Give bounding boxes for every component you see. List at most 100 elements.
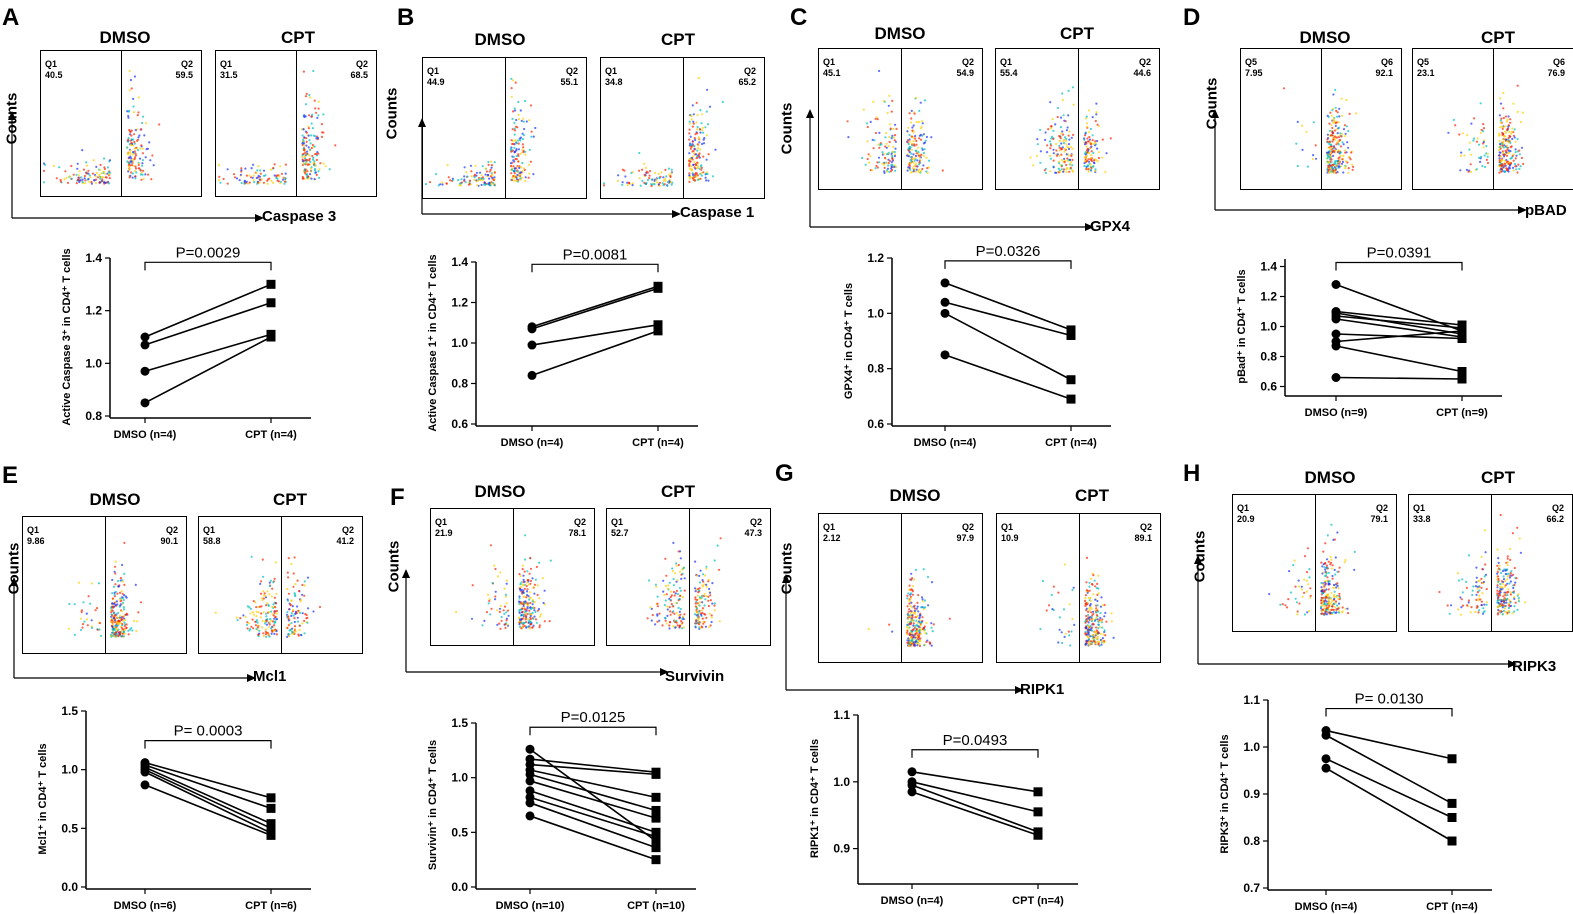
density-dot: [1347, 130, 1350, 133]
y-tick-label: 0.9: [1243, 787, 1260, 801]
density-dot: [697, 589, 701, 592]
density-dot: [539, 613, 542, 616]
density-dot: [1342, 128, 1346, 131]
density-dot: [519, 619, 522, 622]
density-dot: [639, 184, 642, 187]
density-dot: [1068, 147, 1071, 151]
density-dot: [538, 561, 541, 564]
density-dot: [1071, 169, 1074, 172]
density-dot: [528, 572, 531, 575]
density-dot: [909, 162, 912, 165]
density-dot: [692, 120, 695, 123]
density-dot: [1501, 133, 1504, 137]
density-dot: [1507, 137, 1510, 140]
density-dot: [131, 172, 134, 175]
density-dot: [496, 609, 499, 612]
density-dot: [310, 134, 313, 137]
density-dot: [287, 624, 290, 627]
density-dot: [133, 156, 137, 159]
density-dot: [692, 163, 695, 166]
density-dot: [123, 572, 126, 575]
density-dot: [309, 96, 312, 99]
density-dot: [1515, 154, 1518, 157]
density-dot: [1485, 145, 1488, 148]
density-dot: [304, 159, 307, 162]
density-dot: [871, 138, 874, 141]
density-dot: [1514, 157, 1517, 160]
density-dot: [709, 599, 712, 602]
density-dot: [672, 584, 675, 587]
density-dot: [258, 605, 262, 608]
density-dot: [670, 172, 673, 175]
pair-line: [1325, 734, 1453, 805]
density-dot: [535, 621, 538, 624]
density-dot: [271, 625, 274, 628]
density-dot: [470, 170, 473, 173]
density-dot: [488, 599, 491, 602]
density-dot: [1501, 144, 1504, 147]
density-dot: [1469, 163, 1472, 166]
density-dot: [1522, 162, 1525, 166]
density-dot: [664, 619, 667, 622]
density-dot: [711, 602, 714, 605]
density-dot: [1083, 162, 1086, 165]
density-dot: [309, 173, 312, 176]
density-dot: [120, 590, 123, 593]
density-dot: [710, 620, 713, 624]
density-dot: [493, 161, 496, 164]
density-dot: [119, 621, 122, 625]
quadrant-label-left: Q5 23.1: [1417, 57, 1435, 78]
density-dot: [1478, 143, 1481, 146]
density-dot: [912, 161, 915, 164]
density-dot: [1096, 139, 1099, 143]
density-dot: [494, 595, 497, 598]
density-dot: [542, 601, 545, 605]
density-dot: [134, 167, 138, 170]
density-dot: [115, 620, 118, 624]
density-dot: [240, 169, 243, 172]
density-dot: [1479, 160, 1482, 163]
density-dot: [1334, 106, 1337, 109]
density-dot: [641, 168, 644, 171]
density-dot: [671, 567, 674, 570]
density-dot: [287, 576, 290, 579]
density-dot: [616, 179, 620, 183]
density-dot: [134, 177, 137, 180]
flow-plot: Q1 2.12 Q2 97.9: [818, 513, 983, 663]
density-dot: [531, 626, 534, 629]
density-dot: [131, 150, 135, 154]
density-dot: [91, 172, 95, 175]
panel-letter: E: [2, 462, 19, 489]
density-dot: [869, 120, 872, 123]
density-dot: [1335, 109, 1338, 112]
quadrant-gate-line: [901, 49, 902, 189]
density-dot: [265, 604, 268, 607]
density-dot: [675, 611, 678, 614]
density-dot: [264, 628, 267, 631]
density-dot: [137, 136, 140, 139]
density-dot: [106, 166, 109, 169]
density-dot: [874, 131, 878, 135]
density-dot: [517, 113, 520, 116]
density-dot: [683, 566, 686, 569]
density-dot: [294, 625, 297, 628]
density-dot: [524, 600, 527, 603]
density-dot: [865, 122, 869, 125]
density-dot: [113, 634, 116, 637]
density-dot: [512, 175, 515, 178]
density-dot: [1063, 150, 1066, 153]
density-dot: [143, 134, 146, 137]
density-dot: [78, 581, 81, 584]
density-dot: [912, 131, 915, 134]
condition-title: DMSO: [474, 30, 526, 49]
density-dot: [84, 182, 87, 185]
density-dot: [908, 151, 911, 154]
quadrant-label-left: Q1 31.5: [220, 59, 238, 80]
density-dot: [526, 570, 529, 573]
density-dot: [702, 622, 705, 625]
density-dot: [1469, 153, 1473, 156]
density-dot: [690, 144, 693, 147]
density-dot: [1463, 154, 1466, 157]
density-dot: [81, 626, 84, 629]
density-dot: [1504, 164, 1507, 167]
